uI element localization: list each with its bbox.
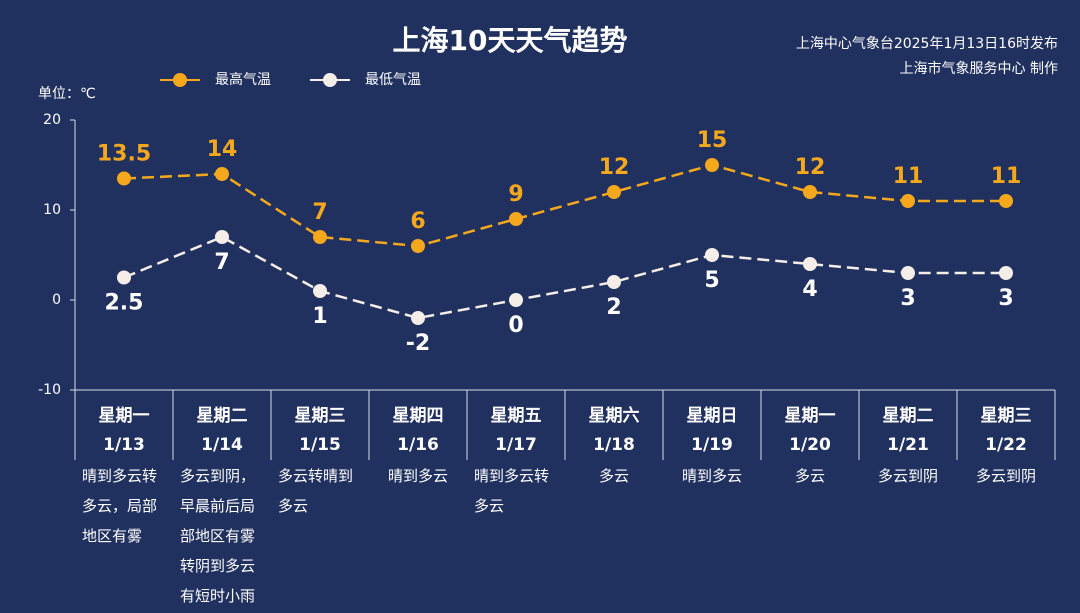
weather-cell: 晴到多云 [664,461,760,491]
data-point [215,167,229,181]
y-tick-label: -10 [38,382,61,398]
weather-cell: 多云 [566,461,662,491]
data-point [313,284,327,298]
y-axis-label: 单位：℃ [38,86,96,102]
data-point [999,266,1013,280]
x-tick-label: 星期一 [99,406,150,426]
weather-cell: 晴到多云转多云，局部地区有雾 [76,461,172,551]
subtitle: 上海市气象服务中心 制作 [900,60,1058,77]
weather-cell: 多云到阴，早晨前后局部地区有雾转阴到多云有短时小雨 [174,461,270,611]
weather-text: 晴到多云 [387,467,448,485]
weather-text: 多云 [598,467,629,485]
data-label: 9 [508,182,523,207]
data-label: 7 [312,200,327,225]
data-point [901,266,915,280]
date-label: 1/18 [593,435,635,455]
data-label: 6 [410,209,425,234]
weather-cell: 多云到阴 [860,461,956,491]
x-tick-label: 星期六 [589,405,640,426]
data-point [803,185,817,199]
series-line [123,163,1006,248]
y-tick-label: 20 [43,112,61,128]
x-tick-label: 星期二 [197,406,248,426]
data-point [215,230,229,244]
data-point [509,212,523,226]
data-label: 12 [795,155,826,180]
data-point [411,311,425,325]
weather-cell: 多云转晴到多云 [272,461,368,521]
weather-cell: 晴到多云 [370,461,466,491]
data-point [803,257,817,271]
data-label: 0 [508,313,523,338]
data-label: -2 [406,331,430,356]
x-tick-label: 星期一 [785,406,836,426]
legend-label: 最低气温 [365,72,421,88]
x-tick-label: 星期二 [883,406,934,426]
data-label: 7 [214,250,229,275]
chart-title: 上海10天天气趋势 [393,24,628,57]
data-point [999,194,1013,208]
subtitle: 上海中心气象台2025年1月13日16时发布 [796,36,1058,52]
data-point [117,270,131,285]
legend-marker [323,73,337,87]
weather-text: 多云到阴 [975,467,1036,485]
weather-cell: 多云 [762,461,858,491]
data-label: 14 [207,137,238,162]
date-label: 1/17 [495,435,537,455]
y-tick-label: 10 [43,202,61,218]
data-point [705,158,719,172]
legend-label: 最高气温 [215,71,271,88]
date-label: 1/22 [985,435,1027,455]
weather-text: 晴到多云转多云 [474,467,550,515]
data-label: 5 [704,268,719,293]
legend-marker [173,73,187,87]
data-point [509,293,523,307]
data-point [901,194,915,208]
weather-text: 晴到多云 [681,467,742,485]
date-label: 1/20 [789,435,831,455]
x-tick-label: 星期五 [491,406,542,426]
data-label: 15 [697,128,728,153]
weather-text: 多云转晴到多云 [278,467,354,515]
date-label: 1/15 [299,435,341,455]
data-label: 4 [802,277,817,302]
weather-text: 多云到阴，早晨前后局部地区有雾转阴到多云有短时小雨 [180,467,256,605]
weather-text: 晴到多云转多云，局部地区有雾 [82,467,158,545]
x-tick-label: 星期三 [295,406,346,426]
data-label: 11 [893,164,924,189]
data-label: 3 [900,286,915,311]
date-label: 1/19 [691,435,733,455]
data-point [705,248,719,262]
data-label: 2 [606,295,621,320]
x-tick-label: 星期四 [393,406,444,426]
date-label: 1/13 [103,435,145,455]
y-tick-label: 0 [52,292,61,308]
weather-text: 多云 [794,467,825,485]
date-label: 1/16 [397,435,439,455]
weather-text: 多云到阴 [877,467,938,485]
date-label: 1/21 [887,435,929,455]
data-point [117,171,131,186]
data-label: 3 [998,286,1013,311]
data-label: 13.5 [97,142,151,167]
data-label: 11 [991,164,1022,189]
data-label: 12 [599,155,630,180]
x-tick-label: 星期日 [687,406,738,426]
series-line [123,235,1006,320]
data-label: 1 [312,304,327,329]
data-point [313,230,327,244]
data-point [411,239,425,253]
weather-cell: 多云到阴 [958,461,1054,491]
date-label: 1/14 [201,435,243,455]
weather-cell: 晴到多云转多云 [468,461,564,521]
data-label: 2.5 [105,291,144,316]
x-tick-label: 星期三 [981,406,1032,426]
data-point [607,275,621,289]
data-point [607,185,621,199]
